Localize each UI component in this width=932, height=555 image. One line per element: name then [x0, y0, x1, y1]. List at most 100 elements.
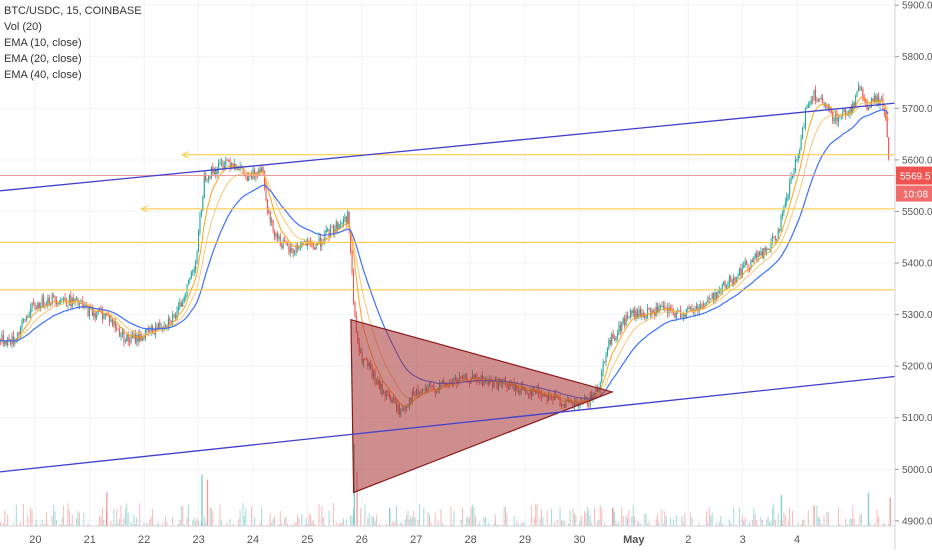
volume-bar — [761, 519, 763, 526]
candle-body — [721, 284, 723, 291]
candle-body — [248, 175, 250, 181]
ema10-indicator-label[interactable]: EMA (10, close) — [4, 37, 82, 49]
candle-body — [810, 100, 812, 104]
volume-bar — [196, 517, 198, 526]
volume-bar — [461, 507, 463, 526]
volume-bar — [262, 524, 264, 526]
volume-bar — [743, 520, 745, 526]
volume-bar — [242, 503, 244, 526]
candle-body — [348, 211, 350, 231]
candle-body — [819, 98, 821, 100]
candle-body — [621, 322, 623, 331]
volume-bar — [218, 524, 220, 526]
volume-bar — [878, 517, 880, 526]
volume-bar — [867, 492, 870, 526]
candle-body — [748, 267, 751, 269]
volume-bar — [312, 520, 314, 526]
volume-bar — [308, 514, 310, 526]
candle-body — [286, 243, 289, 246]
x-tick-label: 28 — [464, 534, 476, 546]
volume-indicator-label[interactable]: Vol (20) — [4, 21, 42, 33]
candle-body — [17, 332, 19, 341]
candle-body — [642, 312, 644, 315]
candle-body — [761, 251, 763, 258]
x-tick-label: 25 — [301, 534, 313, 546]
candle-body — [833, 119, 835, 122]
ema20-indicator-label[interactable]: EMA (20, close) — [4, 53, 82, 65]
volume-bar — [533, 517, 535, 526]
volume-bar — [298, 518, 300, 526]
candle-body — [869, 106, 871, 108]
volume-bar — [593, 507, 595, 526]
candle-body — [350, 230, 352, 251]
ema40-indicator-label[interactable]: EMA (40, close) — [4, 69, 82, 81]
candle-body — [5, 341, 7, 346]
candle-body — [783, 206, 785, 213]
candle-body — [314, 247, 316, 250]
x-tick-label: 23 — [192, 534, 204, 546]
volume-bar — [189, 524, 191, 526]
candle-body — [647, 308, 649, 318]
volume-bar — [464, 524, 466, 526]
volume-bar — [278, 524, 280, 526]
candle-body — [794, 159, 796, 171]
volume-bar — [110, 520, 112, 526]
candle-body — [1, 334, 3, 341]
candle-body — [856, 91, 858, 97]
candle-body — [279, 236, 281, 246]
candle-body — [236, 169, 238, 170]
volume-bar — [182, 506, 184, 526]
candle-body — [12, 335, 15, 344]
candle-body — [146, 328, 148, 330]
volume-bar — [45, 512, 47, 526]
candle-body — [720, 290, 722, 291]
candle-body — [697, 306, 699, 312]
symbol-label[interactable]: BTC/USDC, 15, COINBASE — [4, 5, 142, 17]
candle-body — [812, 100, 814, 101]
volume-bar — [284, 518, 286, 526]
volume-bar — [647, 523, 649, 526]
volume-bar — [417, 520, 419, 526]
candle-body — [836, 114, 838, 123]
volume-bar — [55, 519, 57, 526]
volume-bar — [845, 519, 847, 526]
volume-bar — [819, 518, 821, 526]
volume-bar — [626, 518, 628, 526]
candle-body — [602, 362, 604, 372]
volume-bar — [406, 514, 408, 526]
trendline — [0, 375, 896, 473]
candle-body — [220, 162, 223, 163]
candle-body — [756, 253, 758, 258]
volume-bar — [238, 519, 240, 526]
volume-bar — [206, 479, 209, 526]
candle-body — [272, 220, 274, 231]
candle-body — [78, 303, 81, 305]
volume-bar — [648, 521, 650, 526]
volume-bar — [243, 516, 245, 526]
volume-bar — [205, 522, 207, 526]
candle-body — [101, 311, 103, 319]
candle-body — [284, 240, 286, 242]
volume-bar — [152, 508, 154, 526]
candle-body — [779, 229, 781, 231]
volume-bar — [753, 507, 755, 526]
volume-bar — [581, 516, 583, 526]
volume-bar — [662, 523, 664, 526]
volume-bar — [578, 524, 580, 526]
candle-body — [271, 220, 273, 223]
volume-bar — [78, 512, 80, 526]
volume-bar — [502, 524, 504, 526]
candle-body — [309, 239, 312, 243]
volume-bar — [147, 524, 149, 526]
candle-body — [259, 169, 261, 173]
volume-bar — [658, 521, 660, 526]
volume-bar — [497, 524, 499, 526]
volume-bar — [865, 524, 867, 526]
candle-body — [337, 221, 339, 230]
volume-bar — [853, 518, 855, 526]
candle-body — [885, 112, 887, 120]
volume-bar — [655, 518, 657, 526]
volume-bar — [473, 507, 475, 526]
